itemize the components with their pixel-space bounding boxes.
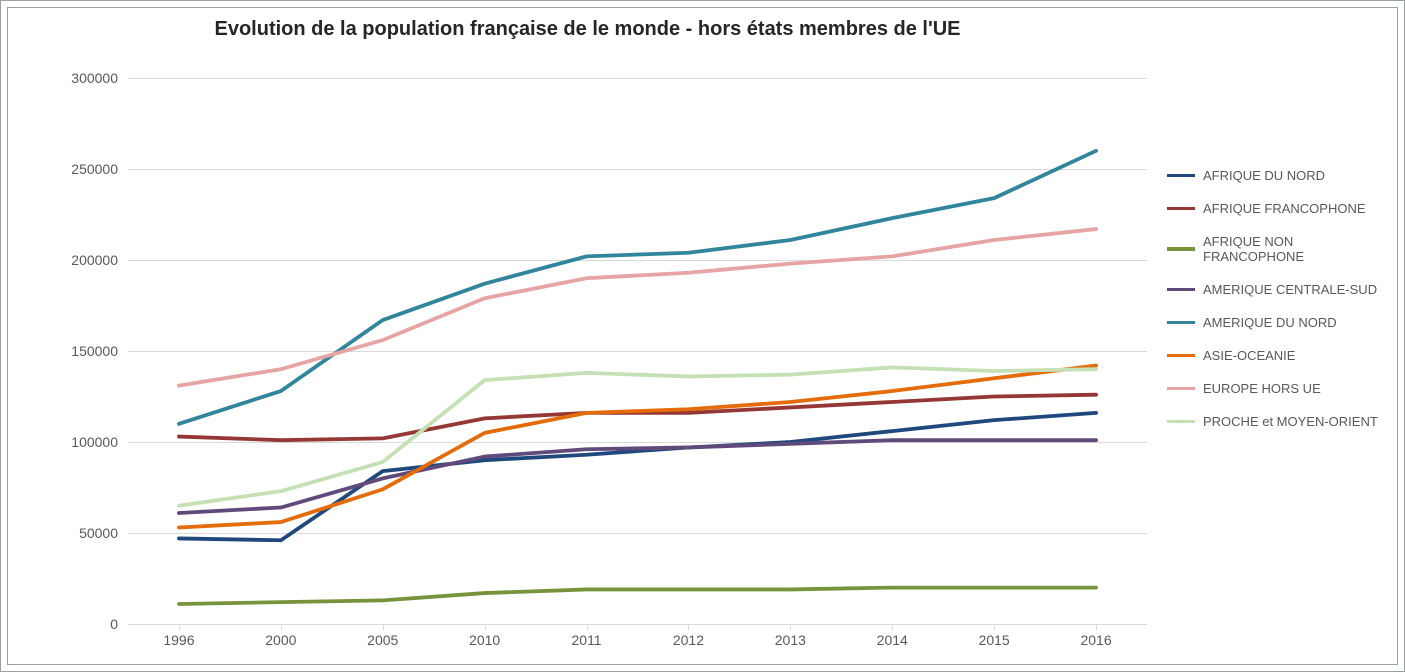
y-axis-tick-label: 300000	[71, 70, 128, 86]
legend-item: EUROPE HORS UE	[1167, 381, 1379, 396]
legend-item: AFRIQUE DU NORD	[1167, 168, 1379, 183]
legend-swatch	[1167, 207, 1195, 211]
legend-swatch	[1167, 354, 1195, 358]
legend-swatch	[1167, 420, 1195, 424]
legend-label: EUROPE HORS UE	[1203, 381, 1321, 396]
legend-label: AMERIQUE DU NORD	[1203, 315, 1337, 330]
legend-item: PROCHE et MOYEN-ORIENT	[1167, 414, 1379, 429]
series-line	[179, 367, 1096, 505]
x-axis-tick-label: 2016	[1080, 624, 1111, 648]
series-line	[179, 588, 1096, 604]
legend-label: AFRIQUE FRANCOPHONE	[1203, 201, 1366, 216]
y-axis-tick-label: 250000	[71, 161, 128, 177]
legend-item: ASIE-OCEANIE	[1167, 348, 1379, 363]
legend-swatch	[1167, 288, 1195, 292]
legend-item: AFRIQUE FRANCOPHONE	[1167, 201, 1379, 216]
x-axis-tick-label: 2005	[367, 624, 398, 648]
legend-label: ASIE-OCEANIE	[1203, 348, 1295, 363]
legend-label: AMERIQUE CENTRALE-SUD	[1203, 282, 1377, 297]
x-axis-tick-label: 2015	[979, 624, 1010, 648]
chart-title: Evolution de la population française de …	[8, 18, 1167, 41]
series-line	[179, 413, 1096, 540]
legend-label: PROCHE et MOYEN-ORIENT	[1203, 414, 1378, 429]
legend-swatch	[1167, 321, 1195, 325]
legend-swatch	[1167, 174, 1195, 178]
series-line	[179, 229, 1096, 386]
legend-swatch	[1167, 247, 1195, 251]
legend-item: AMERIQUE CENTRALE-SUD	[1167, 282, 1379, 297]
chart-frame: Evolution de la population française de …	[7, 7, 1398, 665]
y-axis-tick-label: 50000	[79, 525, 128, 541]
x-axis-tick-label: 2011	[571, 624, 601, 648]
x-axis-tick-label: 2010	[469, 624, 500, 648]
legend: AFRIQUE DU NORD AFRIQUE FRANCOPHONE AFRIQU…	[1167, 168, 1379, 447]
y-axis-tick-label: 100000	[71, 434, 128, 450]
series-svg	[128, 78, 1147, 624]
x-axis-tick-label: 2012	[673, 624, 704, 648]
y-axis-tick-label: 200000	[71, 252, 128, 268]
x-axis-tick-label: 1996	[163, 624, 194, 648]
legend-item: AMERIQUE DU NORD	[1167, 315, 1379, 330]
x-axis-tick-label: 2000	[265, 624, 296, 648]
series-line	[179, 395, 1096, 441]
plot-area: 0500001000001500002000002500003000001996…	[128, 78, 1147, 624]
legend-label: AFRIQUE DU NORD	[1203, 168, 1325, 183]
x-axis-tick-label: 2014	[877, 624, 908, 648]
legend-label: AFRIQUE NON FRANCOPHONE	[1203, 234, 1379, 264]
x-axis-tick-label: 2013	[775, 624, 806, 648]
legend-swatch	[1167, 387, 1195, 391]
y-axis-tick-label: 150000	[71, 343, 128, 359]
legend-item: AFRIQUE NON FRANCOPHONE	[1167, 234, 1379, 264]
outer-border: Evolution de la population française de …	[0, 0, 1405, 672]
y-axis-tick-label: 0	[110, 616, 128, 632]
